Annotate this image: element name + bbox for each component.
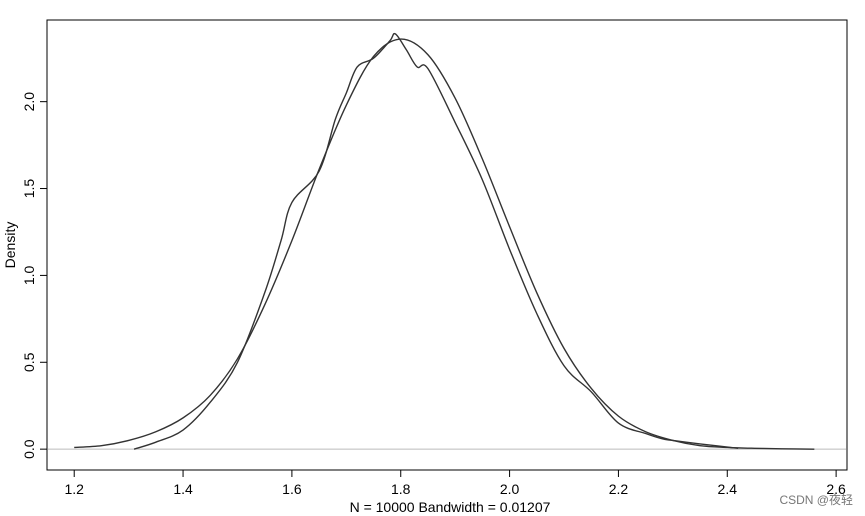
x-tick-label: 1.4 — [173, 481, 193, 497]
x-tick-label: 2.2 — [609, 481, 629, 497]
x-tick-label: 1.8 — [391, 481, 411, 497]
density-curve-1 — [74, 38, 815, 450]
x-tick-label: 2.4 — [718, 481, 738, 497]
x-tick-label: 1.2 — [64, 481, 84, 497]
plot-frame — [46, 19, 848, 471]
x-tick-label: 2.6 — [826, 481, 846, 497]
y-tick-label: 1.0 — [21, 265, 37, 285]
x-axis-label: N = 10000 Bandwidth = 0.01207 — [350, 499, 551, 515]
y-tick-label: 2.0 — [21, 92, 37, 112]
x-axis: 1.2 1.4 1.6 1.8 2.0 2.2 2.4 2.6 — [64, 470, 846, 497]
y-tick-label: 0.0 — [21, 439, 37, 459]
y-tick-label: 1.5 — [21, 179, 37, 199]
y-tick-label: 0.5 — [21, 352, 37, 372]
density-curve-2 — [133, 32, 739, 450]
y-axis: 0.0 0.5 1.0 1.5 2.0 — [21, 92, 47, 459]
x-tick-label: 1.6 — [282, 481, 302, 497]
density-curves — [74, 32, 815, 450]
x-tick-label: 2.0 — [500, 481, 520, 497]
watermark: CSDN @夜轻 — [779, 493, 853, 507]
y-axis-label: Density — [2, 222, 18, 269]
